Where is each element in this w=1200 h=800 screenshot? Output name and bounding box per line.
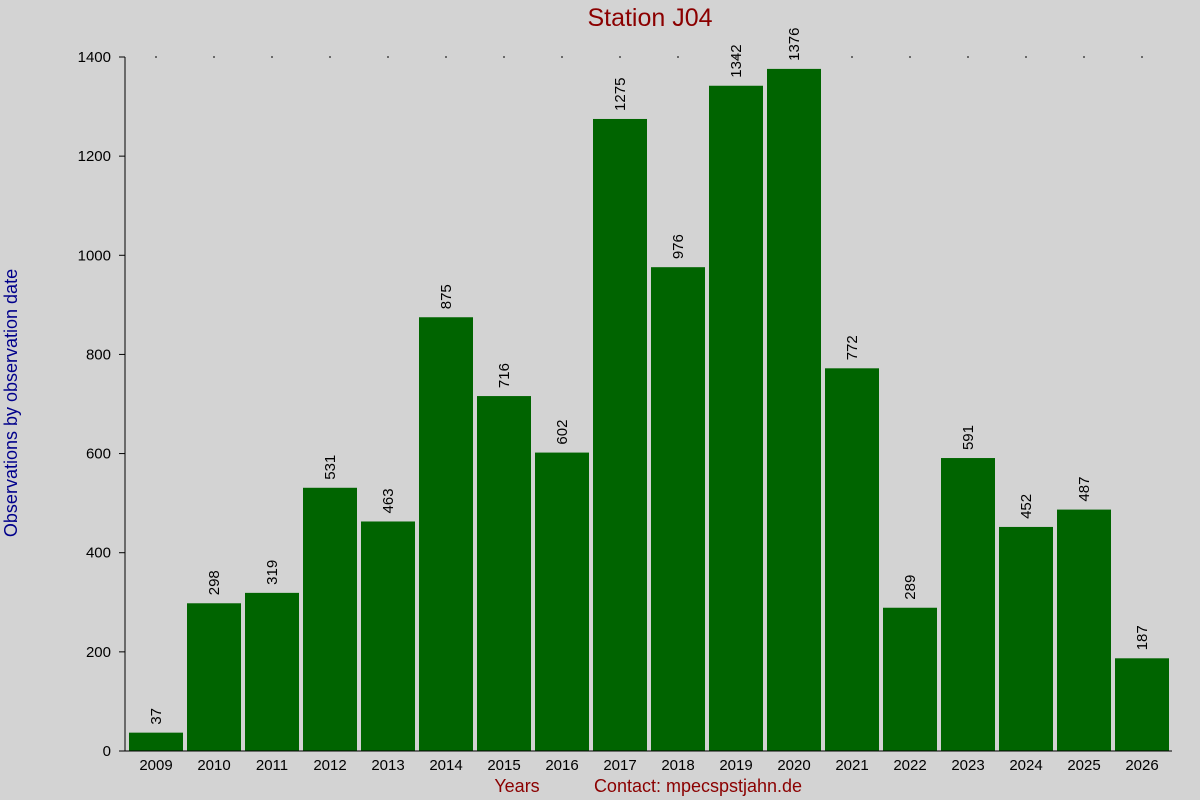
y-tick-label: 0	[103, 743, 111, 760]
top-tick-dot	[677, 56, 679, 58]
x-axis-labels: 2009 2010 2011 2012 2013 2014 2015 2016 2017 2018…	[139, 757, 1158, 774]
bar-value-label: 531	[322, 455, 339, 480]
y-tick-label: 1400	[78, 49, 111, 66]
value-labels-group: 37 298 319 531 463 875 716 602 1275 976 1342 1376 77…	[148, 28, 1151, 725]
y-tick-label: 1000	[78, 247, 111, 264]
bar-value-label: 1376	[786, 28, 803, 61]
top-tick-dot	[619, 56, 621, 58]
bar-value-label: 487	[1076, 477, 1093, 502]
x-tick-label: 2016	[545, 757, 578, 774]
top-tick-dot	[1083, 56, 1085, 58]
bar-value-label: 875	[438, 284, 455, 309]
top-tick-dot	[967, 56, 969, 58]
bar-value-label: 37	[148, 708, 165, 725]
bar	[825, 368, 879, 751]
bar-value-label: 772	[844, 335, 861, 360]
x-tick-label: 2015	[487, 757, 520, 774]
y-tick-label: 600	[86, 446, 111, 463]
top-tick-dot	[329, 56, 331, 58]
bar	[477, 396, 531, 751]
x-tick-label: 2020	[777, 757, 810, 774]
bar-value-label: 602	[554, 420, 571, 445]
top-tick-dot	[909, 56, 911, 58]
bar-value-label: 319	[264, 560, 281, 585]
x-tick-label: 2025	[1067, 757, 1100, 774]
x-tick-label: 2019	[719, 757, 752, 774]
x-tick-label: 2018	[661, 757, 694, 774]
x-tick-label: 2017	[603, 757, 636, 774]
x-tick-label: 2009	[139, 757, 172, 774]
top-tick-dot	[387, 56, 389, 58]
bar	[593, 118, 647, 751]
top-tick-dot	[155, 56, 157, 58]
x-tick-label: 2022	[893, 757, 926, 774]
x-tick-label: 2012	[313, 757, 346, 774]
x-axis-title: Years	[494, 776, 539, 796]
top-tick-dot	[793, 56, 795, 58]
top-tick-dot	[561, 56, 563, 58]
bar	[245, 592, 299, 751]
top-tick-dot	[735, 56, 737, 58]
bars-group	[129, 68, 1169, 752]
x-tick-label: 2011	[256, 757, 288, 774]
top-tick-marks	[155, 56, 1143, 58]
top-tick-dot	[271, 56, 273, 58]
top-tick-dot	[445, 56, 447, 58]
bar	[941, 458, 995, 751]
x-tick-label: 2026	[1125, 757, 1158, 774]
bar	[187, 603, 241, 751]
x-tick-label: 2014	[429, 757, 462, 774]
x-tick-label: 2023	[951, 757, 984, 774]
bar	[709, 85, 763, 752]
top-tick-dot	[1141, 56, 1143, 58]
bar	[535, 452, 589, 751]
top-tick-dot	[851, 56, 853, 58]
y-axis-ticks: 0 200 400 600 800 1000 1200 1400	[78, 49, 125, 760]
x-tick-label: 2010	[197, 757, 230, 774]
bar-value-label: 976	[670, 234, 687, 259]
bar-value-label: 289	[902, 575, 919, 600]
bar	[651, 267, 705, 751]
x-tick-label: 2013	[371, 757, 404, 774]
bar	[129, 732, 183, 751]
top-tick-dot	[213, 56, 215, 58]
y-tick-label: 400	[86, 545, 111, 562]
top-tick-dot	[503, 56, 505, 58]
bar	[361, 521, 415, 751]
bar	[999, 526, 1053, 751]
bar-value-label: 591	[960, 425, 977, 450]
y-axis-title: Observations by observation date	[1, 269, 21, 537]
y-tick-label: 800	[86, 346, 111, 363]
bar-value-label: 298	[206, 570, 223, 595]
bar-value-label: 716	[496, 363, 513, 388]
y-tick-label: 1200	[78, 148, 111, 165]
contact-text: Contact: mpecspstjahn.de	[594, 776, 802, 796]
bar	[883, 607, 937, 751]
bar	[419, 317, 473, 751]
bar-value-label: 1275	[612, 78, 629, 111]
y-tick-label: 200	[86, 644, 111, 661]
bar-value-label: 452	[1018, 494, 1035, 519]
bar	[1057, 509, 1111, 751]
chart-title: Station J04	[587, 4, 712, 32]
x-tick-label: 2024	[1009, 757, 1042, 774]
bar	[767, 68, 821, 751]
bar-value-label: 463	[380, 488, 397, 513]
bar-value-label: 1342	[728, 44, 745, 77]
top-tick-dot	[1025, 56, 1027, 58]
x-tick-label: 2021	[835, 757, 868, 774]
bar-value-label: 187	[1134, 625, 1151, 650]
bar	[1115, 658, 1169, 751]
bar	[303, 487, 357, 751]
